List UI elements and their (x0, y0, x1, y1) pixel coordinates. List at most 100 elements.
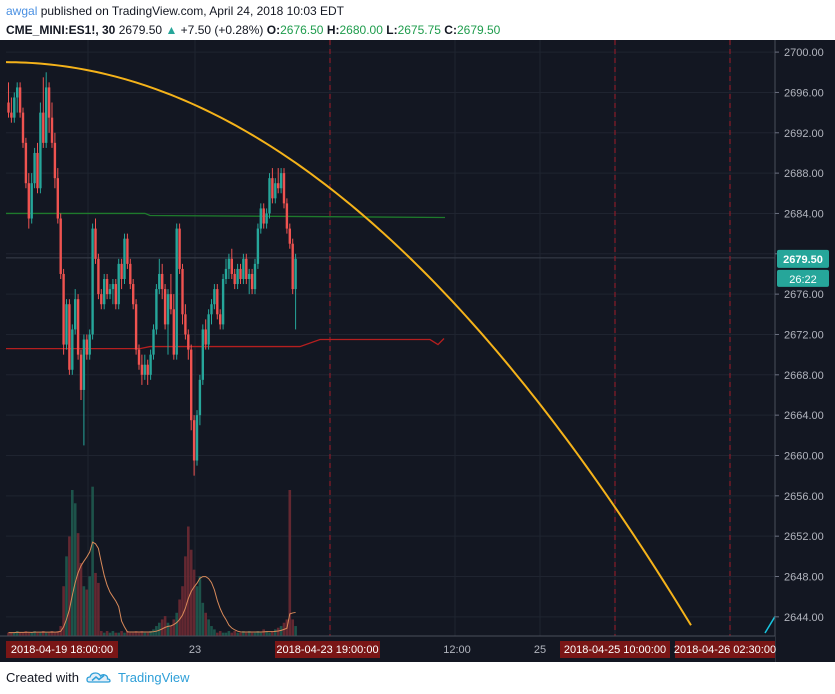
green-level-line (6, 212, 446, 219)
volume-bar (140, 631, 144, 636)
volume-bar (163, 616, 167, 636)
volume-bar (294, 626, 297, 636)
volume-bar (18, 632, 22, 636)
volume-bar (242, 631, 245, 636)
candle-body (111, 284, 115, 290)
volume-bar (24, 631, 28, 636)
volume-bar (39, 632, 42, 636)
volume-bar (47, 632, 51, 636)
volume-bar (274, 629, 277, 636)
candle-body (172, 309, 175, 355)
volume-bar (192, 569, 196, 636)
reference-lines (6, 212, 446, 350)
volume-average-line (8, 541, 296, 634)
price-chart[interactable]: 2644.00 2648.00 2652.00 2656.00 2660.00 2664.… (0, 0, 835, 662)
high-label: H: (326, 23, 340, 37)
axis-tick-label: 2672.00 (784, 329, 824, 341)
candle-body (239, 268, 242, 280)
volume-bar (82, 586, 86, 636)
axis-tick-label: 2656.00 (784, 491, 824, 503)
volume-bar (187, 526, 190, 636)
candle-body (94, 228, 97, 259)
candle-body (36, 152, 39, 189)
candle-body (56, 178, 59, 219)
candle-body (155, 289, 158, 330)
candle-body (97, 258, 100, 295)
volume-bar (68, 536, 71, 636)
volume-bar (143, 632, 147, 636)
candle-body (245, 258, 248, 280)
volume-bar (114, 632, 118, 636)
volume-bar (213, 629, 216, 636)
candle-body (30, 183, 33, 219)
volume-bar (184, 556, 187, 636)
candle-body (45, 87, 48, 143)
candle-body (7, 102, 10, 113)
volume-bar (108, 632, 112, 636)
tradingview-logo-icon[interactable] (86, 669, 114, 685)
candle-body (198, 379, 202, 416)
trend-curve (5, 61, 777, 634)
axis-background (775, 40, 835, 662)
candle-body (195, 415, 199, 461)
volume-bar (271, 631, 274, 636)
price-axis: 2644.00 2648.00 2652.00 2656.00 2660.00 2664.… (774, 40, 835, 662)
volume-bar (291, 619, 294, 636)
volume-bar (256, 631, 260, 636)
candle-body (288, 228, 291, 244)
candle-body (169, 294, 173, 310)
candle-body (279, 173, 283, 189)
candle-body (294, 258, 297, 290)
candle-body (126, 238, 129, 264)
candle-body (277, 183, 280, 189)
candle-body (132, 284, 135, 305)
candle-body (152, 329, 155, 355)
axis-tick-label: 2684.00 (784, 208, 824, 220)
volume-bar (210, 626, 213, 636)
candle-body (227, 258, 231, 269)
volume-bar (245, 632, 248, 636)
close-value: 2679.50 (456, 23, 501, 37)
volume-bar (253, 632, 257, 636)
axis-tick-label: 2664.00 (784, 410, 824, 422)
candle-body (192, 420, 196, 461)
volume-bar (262, 629, 265, 636)
axis-tick-label: 2660.00 (784, 450, 824, 462)
volume-bar (7, 632, 10, 636)
candle-body (161, 273, 164, 290)
countdown-value: 26:22 (789, 274, 817, 286)
candle-body (88, 334, 91, 355)
candle-body (253, 263, 257, 290)
footer: Created with TradingView (0, 662, 835, 694)
candle-body (114, 284, 117, 305)
volume-bar (178, 599, 181, 636)
volume-bar (195, 586, 199, 636)
candle-body (68, 304, 71, 370)
volume-bar (175, 612, 178, 636)
candle-body (10, 112, 13, 118)
candle-body (190, 349, 193, 421)
change-value: +7.50 (+0.28%) (180, 23, 264, 37)
open-value: 2676.50 (280, 23, 324, 37)
open-label: O: (266, 23, 281, 37)
candle-body (39, 112, 42, 189)
candle-body (146, 364, 149, 375)
candle-body (42, 112, 45, 143)
volume-bar (131, 632, 135, 636)
volume-bar (276, 627, 280, 636)
tradingview-brand-link[interactable]: TradingView (118, 670, 190, 685)
candle-body (108, 289, 112, 295)
published-text: published on TradingView.com, April 24, … (40, 4, 345, 18)
symbol-label[interactable]: CME_MINI:ES1!, 30 (6, 23, 116, 37)
candle-body (213, 289, 216, 305)
last-price-badge: 2679.50 26:22 (777, 249, 829, 287)
volume-bar (239, 632, 242, 636)
author-link[interactable]: awgal (6, 4, 38, 18)
volume-bar (123, 632, 126, 636)
volume-bar (172, 619, 176, 636)
volume-bar (129, 632, 132, 636)
low-value: 2675.75 (397, 23, 441, 37)
volume-bar (181, 586, 184, 636)
candle-body (210, 304, 213, 315)
candle-body (233, 273, 236, 285)
